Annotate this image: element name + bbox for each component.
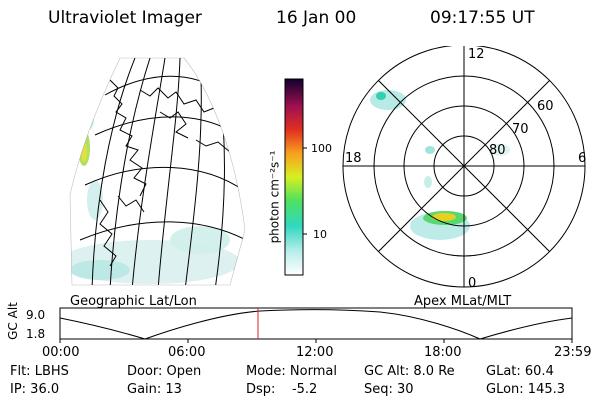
polar-lat-label-70: 70 [512, 122, 529, 137]
status-door: Door: Open [127, 364, 202, 379]
mlt-label-0: 0 [468, 276, 476, 291]
geographic-map [69, 57, 246, 286]
timeline-xtick-0000: 00:00 [42, 345, 80, 360]
instrument-title: Ultraviolet Imager [48, 8, 202, 28]
polar-lat-label-80: 80 [489, 143, 506, 158]
status-ip: IP: 36.0 [10, 382, 60, 397]
status-mode: Mode: Normal [246, 364, 337, 379]
timeline-xtick-1800: 18:00 [424, 345, 462, 360]
date-label: 16 Jan 00 [276, 8, 357, 28]
status-glon: GLon: 145.3 [486, 382, 566, 397]
timeline-xtick-0600: 06:00 [168, 345, 206, 360]
status-gc-alt: GC Alt: 8.0 Re [364, 364, 455, 379]
apex-panel-label: Apex MLat/MLT [414, 294, 512, 309]
timeline-xtick-1200: 12:00 [296, 345, 334, 360]
status-filter: Flt: LBHS [10, 364, 69, 379]
status-glat: GLat: 60.4 [486, 364, 554, 379]
timeline-ytick-min: 1.8 [26, 327, 46, 341]
aurora-emission-polar [370, 90, 510, 240]
parallel-lines [79, 75, 245, 246]
mlt-label-18: 18 [345, 151, 362, 166]
timeline-ylabel: GC Alt [5, 302, 20, 340]
geographic-panel-label: Geographic Lat/Lon [70, 294, 197, 309]
colorbar-unit-label: photon cm⁻²s⁻¹ [267, 150, 282, 244]
colorbar-tick-100: 100 [311, 142, 332, 155]
aurora-emission-left [70, 110, 240, 284]
altitude-curve [59, 309, 573, 340]
mlt-line-diagonal-2 [378, 80, 550, 252]
status-gain: Gain: 13 [127, 382, 182, 397]
colorbar-tick-10: 10 [313, 228, 327, 241]
mlt-label-12: 12 [468, 47, 485, 62]
time-label: 09:17:55 UT [430, 8, 535, 28]
altitude-timeline [59, 307, 573, 343]
status-dsp: Dsp: -5.2 [246, 382, 318, 397]
status-seq: Seq: 30 [364, 382, 414, 397]
timeline-ytick-max: 9.0 [26, 308, 46, 322]
timeline-xtick-2359: 23:59 [554, 345, 592, 360]
mlt-label-6: 6 [578, 151, 586, 166]
polar-lat-label-60: 60 [537, 99, 554, 114]
polar-plot: 60 70 80 12 0 18 6 [342, 46, 586, 291]
colorbar [284, 78, 307, 276]
